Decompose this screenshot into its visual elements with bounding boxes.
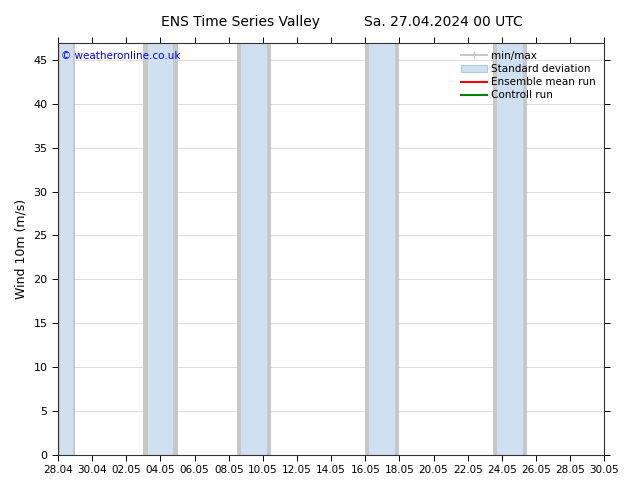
Bar <box>58 43 75 455</box>
Y-axis label: Wind 10m (m/s): Wind 10m (m/s) <box>15 198 28 299</box>
Bar <box>237 43 271 455</box>
Text: © weatheronline.co.uk: © weatheronline.co.uk <box>61 51 180 61</box>
Text: ENS Time Series Valley: ENS Time Series Valley <box>162 15 320 29</box>
Bar <box>493 43 527 455</box>
Bar <box>143 43 178 455</box>
Text: Sa. 27.04.2024 00 UTC: Sa. 27.04.2024 00 UTC <box>365 15 523 29</box>
Bar <box>370 43 396 455</box>
Bar <box>365 43 399 455</box>
Bar <box>497 43 523 455</box>
Bar <box>242 43 268 455</box>
Legend: min/max, Standard deviation, Ensemble mean run, Controll run: min/max, Standard deviation, Ensemble me… <box>458 48 599 103</box>
Bar <box>60 43 73 455</box>
Bar <box>148 43 174 455</box>
